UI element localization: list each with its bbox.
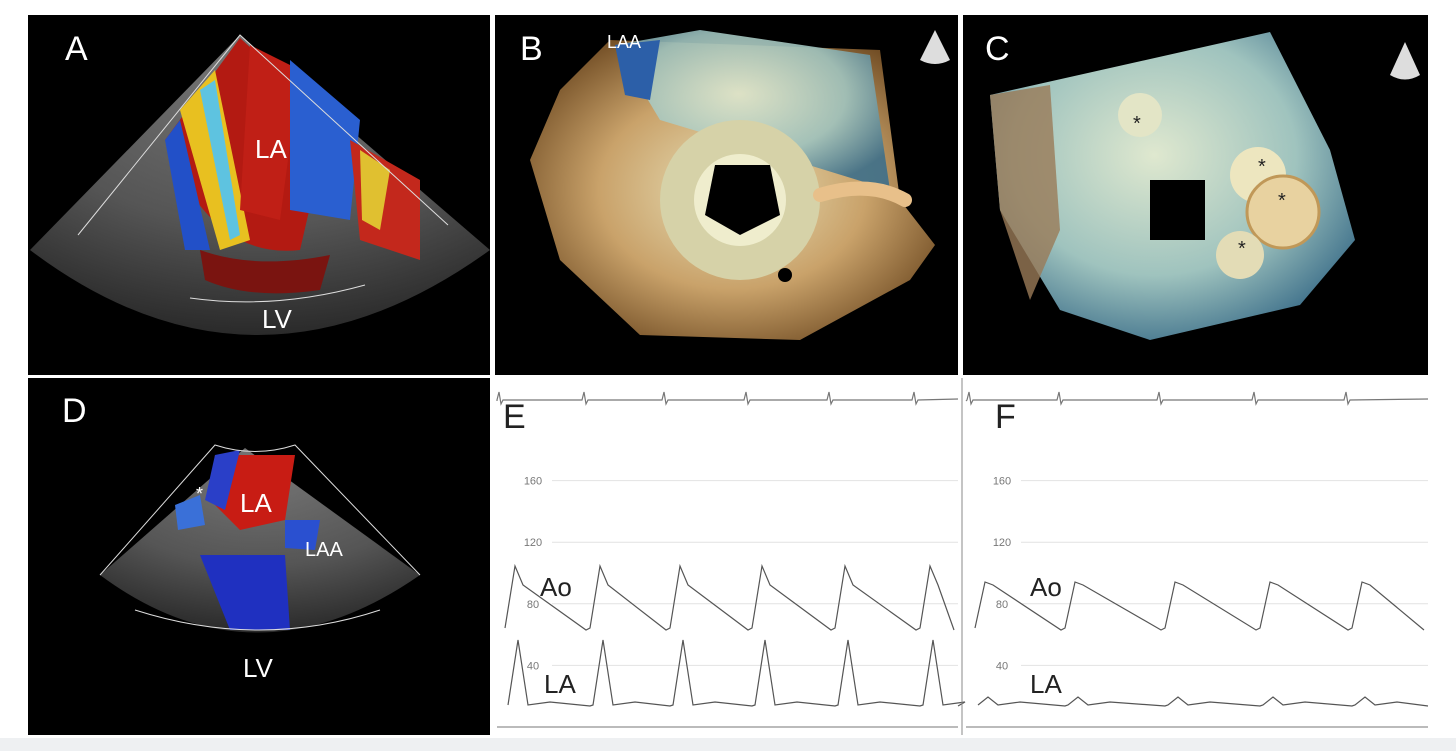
label: * <box>1133 113 1141 135</box>
panel-f: 40 80 120 160 F Ao LA <box>965 391 1429 728</box>
panel-letter: A <box>65 30 88 68</box>
panel-e: 40 80 120 160 E Ao LA <box>496 391 966 728</box>
label: LA <box>1030 669 1062 699</box>
panel-letter: B <box>520 30 543 68</box>
y-tick-label: 40 <box>996 660 1008 672</box>
footer-strip <box>0 738 1456 751</box>
label: * <box>1238 238 1246 260</box>
panel-a: A LA LV <box>28 15 490 375</box>
label: * <box>1278 190 1286 212</box>
y-tick-label: 80 <box>527 599 539 611</box>
y-tick-label: 120 <box>524 537 542 549</box>
la-trace <box>977 696 1429 707</box>
y-tick-label: 80 <box>996 599 1008 611</box>
panel-c: C * * * * <box>963 15 1428 375</box>
panel-d: D * LA LAA LV <box>28 378 490 735</box>
panel-letter: E <box>503 398 526 436</box>
ao-trace <box>974 581 1425 631</box>
panel-b: B LAA <box>495 15 958 375</box>
label: LAA <box>607 32 641 52</box>
label: * <box>1258 156 1266 178</box>
panel-letter: F <box>995 398 1016 436</box>
panel-letter: D <box>62 392 87 430</box>
ecg-trace <box>965 391 1429 406</box>
ecg-trace <box>496 391 959 406</box>
label: LA <box>544 669 576 699</box>
label: Ao <box>1030 572 1062 602</box>
y-tick-label: 160 <box>524 476 542 488</box>
label: LV <box>243 653 274 683</box>
y-tick-label: 40 <box>527 660 539 672</box>
label: LA <box>240 488 272 518</box>
label: * <box>196 484 203 504</box>
la-trace <box>507 639 966 707</box>
y-tick-label: 160 <box>993 476 1011 488</box>
label: LA <box>255 134 287 164</box>
label: LAA <box>305 539 343 561</box>
label: LV <box>262 304 293 334</box>
y-tick-label: 120 <box>993 537 1011 549</box>
label: Ao <box>540 572 572 602</box>
panel-letter: C <box>985 30 1010 68</box>
ao-trace <box>504 563 955 631</box>
